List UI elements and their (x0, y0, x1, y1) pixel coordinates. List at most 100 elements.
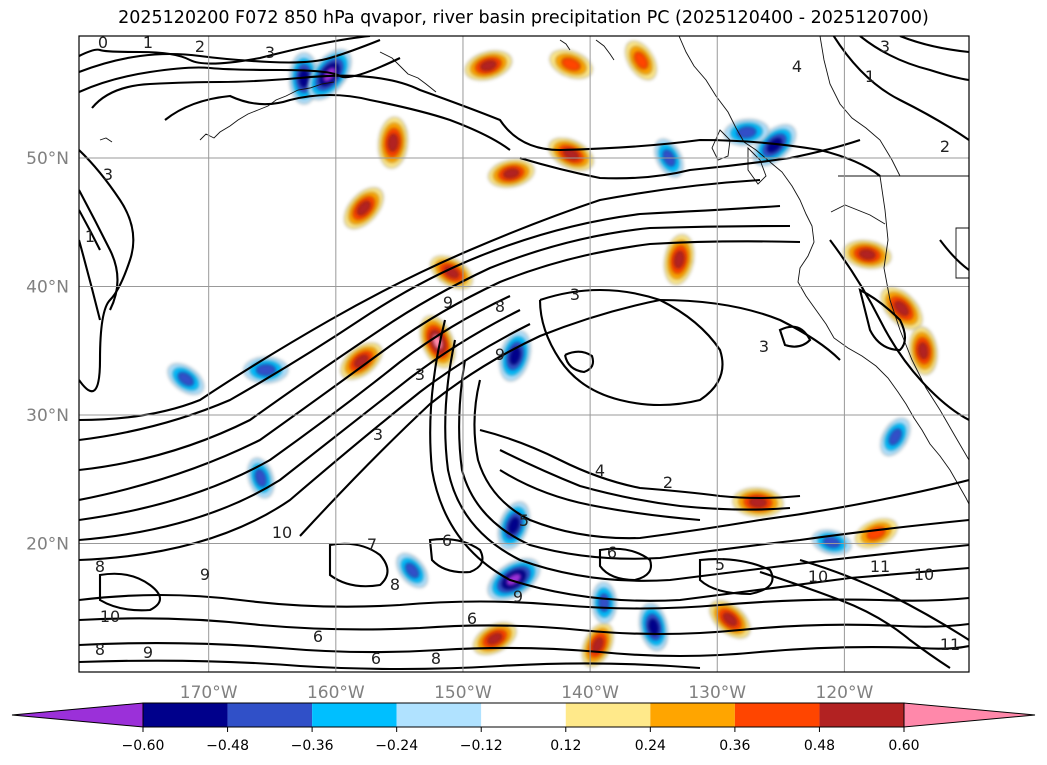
lon-tick-label: 160°W (307, 683, 365, 703)
pc-shading-patch (909, 327, 938, 375)
colorbar-tick-label: −0.48 (206, 738, 249, 754)
colorbar-tick-label: −0.24 (375, 738, 418, 754)
coastlines (99, 36, 969, 505)
pc-shading-patch (549, 49, 593, 79)
pc-shading-patch (167, 363, 204, 395)
pc-shading-patch (625, 40, 657, 80)
colorbar-segment (650, 703, 735, 727)
pc-shading-patch (344, 187, 384, 229)
contour-label: 3 (373, 425, 383, 444)
contour-label: 3 (570, 285, 580, 304)
contour-label: 8 (95, 640, 105, 659)
lon-tick-label: 170°W (180, 683, 238, 703)
colorbar-segment (143, 703, 228, 727)
longitude-labels: 170°W 160°W 150°W 140°W 130°W 120°W (180, 683, 874, 703)
colorbar-outline (142, 702, 905, 728)
lat-tick-label: 40°N (26, 278, 69, 298)
colorbar-tick-label: 0.36 (719, 738, 750, 754)
pc-shading-patch (378, 117, 408, 169)
contour-label: 6 (371, 649, 381, 668)
pc-shading-patch (753, 124, 796, 166)
contour-label: 9 (513, 587, 523, 606)
pc-shading-patch (880, 418, 910, 456)
contour-label: 6 (607, 543, 617, 562)
pc-shading-patch (880, 287, 923, 330)
contour-label: 8 (95, 557, 105, 576)
contour-label: 3 (880, 37, 890, 56)
pc-shading-patch (487, 558, 540, 601)
contour-label: 6 (313, 627, 323, 646)
pc-shading-patch (855, 518, 898, 548)
contour-label: 11 (870, 557, 890, 576)
colorbar-tick-label: 0.48 (804, 738, 835, 754)
contour-label: 1 (143, 33, 153, 52)
pc-shading-patch (488, 159, 535, 188)
colorbar-segment (396, 703, 482, 727)
contour-label: 3 (265, 43, 275, 62)
lon-tick-label: 140°W (561, 683, 619, 703)
pc-shading-patch (498, 501, 530, 550)
contour-label: 11 (940, 635, 960, 654)
contour-label: 10 (808, 567, 828, 586)
chart-title: 2025120200 F072 850 hPa qvapor, river ba… (118, 8, 929, 28)
lat-tick-label: 30°N (26, 406, 69, 426)
contour-label: 4 (595, 461, 605, 480)
colorbar-segment (565, 703, 651, 727)
contour-label: 6 (442, 531, 452, 550)
contour-label: 7 (367, 535, 377, 554)
pc-shading-patch (664, 234, 694, 285)
contour-label: 10 (914, 565, 934, 584)
contour-label: 8 (390, 575, 400, 594)
map-frame (78, 35, 970, 673)
colorbar-segment (819, 703, 904, 727)
latitude-labels: 20°N 30°N 40°N 50°N (26, 149, 69, 554)
colorbar-tick-label: −0.60 (122, 738, 165, 754)
colorbar-segment (481, 703, 566, 727)
pc-shading-patch (709, 600, 751, 639)
colorbar-tick-label: 0.24 (635, 738, 666, 754)
pc-shading-patch (465, 50, 512, 81)
colorbar-extend-low (11, 702, 144, 728)
lon-tick-label: 130°W (688, 683, 746, 703)
contour-label: 9 (200, 565, 210, 584)
contour-label: 5 (519, 511, 529, 530)
lat-tick-label: 20°N (26, 535, 69, 555)
contour-label: 9 (495, 345, 505, 364)
contour-label: 4 (792, 57, 802, 76)
pc-shading-patch (307, 49, 352, 100)
colorbar-segment (312, 703, 397, 727)
colorbar-tick-label: −0.36 (291, 738, 334, 754)
contour-label: 9 (143, 643, 153, 662)
contour-label: 8 (495, 297, 505, 316)
lat-tick-label: 50°N (26, 149, 69, 169)
contour-label: 6 (467, 609, 477, 628)
contour-label: 2 (195, 37, 205, 56)
contour-label: 2 (663, 473, 673, 492)
contour-label: 10 (100, 607, 120, 626)
contour-label: 5 (715, 555, 725, 574)
pc-shading-patch (724, 119, 769, 146)
colorbar-segment (227, 703, 313, 727)
contour-label: 8 (431, 649, 441, 668)
contour-label: 0 (98, 33, 108, 52)
pc-shading-patch (396, 553, 428, 588)
pc-shading-patch (473, 622, 517, 655)
colorbar-tick-label: −0.12 (460, 738, 503, 754)
contour-label: 1 (85, 227, 95, 246)
pc-shading-patch (639, 603, 668, 651)
colorbar-segment (734, 703, 820, 727)
qvapor-contours (79, 36, 969, 671)
lon-tick-label: 120°W (816, 683, 874, 703)
colorbar-extend-high (903, 702, 1036, 728)
contour-label: 1 (865, 67, 875, 86)
colorbar: −0.60 −0.48 −0.36 −0.24 −0.12 0.12 0.24 0.36 0.4… (11, 702, 1036, 754)
colorbar-tick-label: 0.60 (888, 738, 919, 754)
contour-label: 9 (443, 293, 453, 312)
pc-shading-patch (420, 315, 456, 368)
contour-label: 3 (759, 337, 769, 356)
contour-label: 2 (940, 137, 950, 156)
colorbar-tick-label: 0.12 (550, 738, 581, 754)
contour-label: 3 (103, 165, 113, 184)
